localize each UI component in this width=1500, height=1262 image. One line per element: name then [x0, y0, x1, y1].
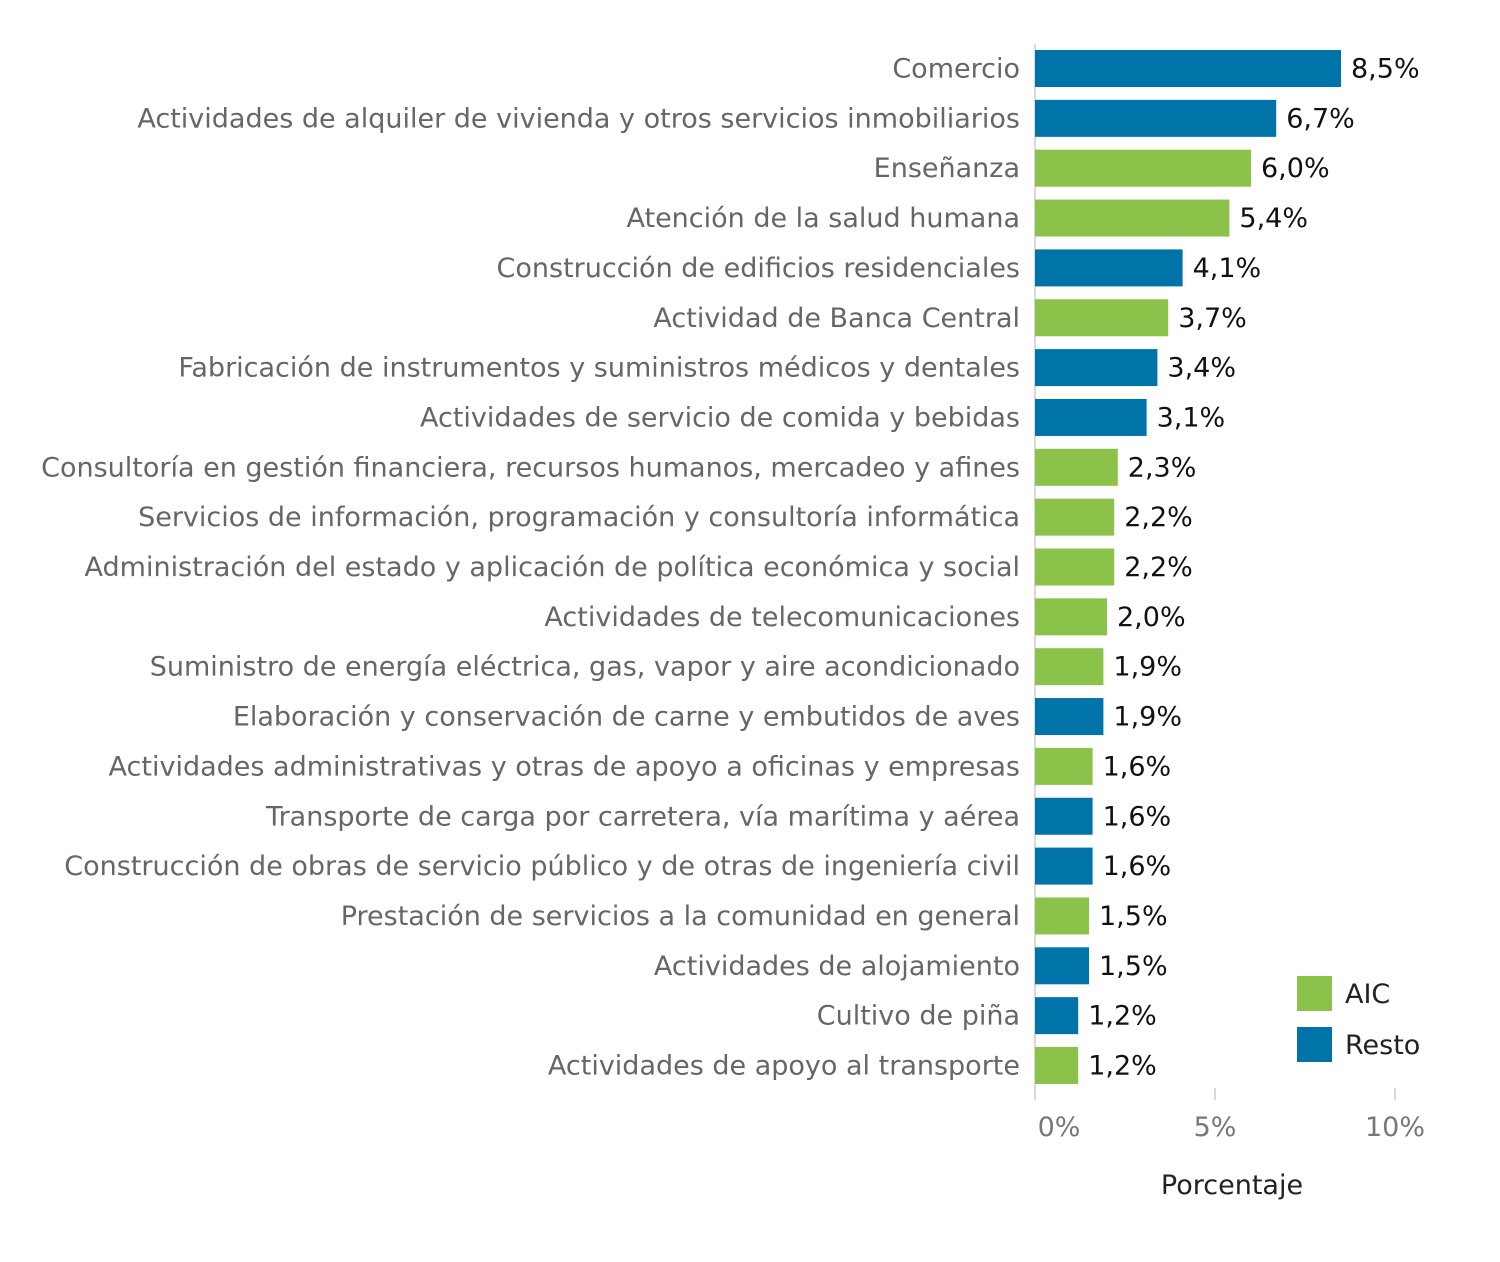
bar-aic — [1035, 448, 1118, 486]
category-label: Construcción de edificios residenciales — [497, 253, 1020, 284]
bar-resto — [1035, 947, 1089, 985]
value-label: 1,6% — [1103, 851, 1172, 882]
legend-label-resto: Resto — [1345, 1030, 1420, 1061]
legend: AIC Resto — [1297, 976, 1420, 1062]
category-label: Elaboración y conservación de carne y em… — [233, 702, 1020, 733]
value-label: 2,2% — [1124, 552, 1193, 583]
value-label: 8,5% — [1351, 54, 1420, 85]
value-label: 1,2% — [1088, 1051, 1157, 1082]
category-label: Enseñanza — [874, 153, 1020, 184]
category-label: Actividad de Banca Central — [653, 303, 1020, 334]
value-label: 6,0% — [1261, 153, 1330, 184]
x-tick-label: 0% — [1038, 1112, 1081, 1143]
value-label: 1,6% — [1103, 751, 1172, 782]
bar-aic — [1035, 747, 1093, 785]
value-label: 1,2% — [1088, 1001, 1157, 1032]
value-label: 1,5% — [1099, 951, 1168, 982]
category-label: Comercio — [892, 54, 1020, 85]
category-label: Fabricación de instrumentos y suministro… — [178, 353, 1020, 384]
category-label: Consultoría en gestión financiera, recur… — [41, 452, 1020, 483]
value-label: 2,0% — [1117, 602, 1186, 633]
x-axis: 0% 5% 10% — [1034, 1088, 1425, 1143]
legend-swatch-aic — [1297, 976, 1332, 1011]
bar-aic — [1035, 548, 1115, 586]
category-label: Actividades de alquiler de vivienda y ot… — [137, 103, 1020, 134]
x-axis-title: Porcentaje — [1161, 1170, 1303, 1201]
bar-aic — [1035, 897, 1089, 935]
category-label: Actividades de alojamiento — [654, 951, 1020, 982]
bar-resto — [1035, 349, 1158, 387]
bar-aic — [1035, 199, 1230, 237]
category-label: Servicios de información, programación y… — [138, 502, 1020, 533]
category-label: Prestación de servicios a la comunidad e… — [341, 901, 1020, 932]
category-label: Atención de la salud humana — [626, 203, 1020, 234]
bar-resto — [1035, 847, 1093, 885]
value-label: 5,4% — [1239, 203, 1308, 234]
bar-resto — [1035, 997, 1079, 1035]
legend-swatch-resto — [1297, 1027, 1332, 1062]
bar-aic — [1035, 598, 1107, 636]
category-label: Administración del estado y aplicación d… — [85, 552, 1020, 583]
value-label: 1,5% — [1099, 901, 1168, 932]
bar-aic — [1035, 1047, 1079, 1084]
category-label: Actividades de apoyo al transporte — [548, 1051, 1020, 1082]
bar-resto — [1035, 99, 1277, 137]
value-label: 4,1% — [1193, 253, 1262, 284]
value-label: 2,3% — [1128, 452, 1197, 483]
bar-resto — [1035, 249, 1183, 287]
category-label: Suministro de energía eléctrica, gas, va… — [150, 652, 1020, 683]
category-label: Actividades de servicio de comida y bebi… — [420, 402, 1020, 433]
bar-resto — [1035, 50, 1341, 87]
category-label: Construcción de obras de servicio públic… — [64, 851, 1020, 882]
bar-aic — [1035, 149, 1251, 187]
value-label: 3,4% — [1167, 353, 1236, 384]
legend-label-aic: AIC — [1345, 979, 1390, 1010]
value-label: 3,7% — [1178, 303, 1247, 334]
value-label: 2,2% — [1124, 502, 1193, 533]
value-label: 6,7% — [1286, 103, 1355, 134]
bar-aic — [1035, 648, 1104, 686]
bar-resto — [1035, 797, 1093, 835]
category-label: Transporte de carga por carretera, vía m… — [265, 801, 1020, 832]
value-label: 1,9% — [1113, 652, 1182, 683]
bars-group: Comercio 8,5% Actividades de alquiler de v… — [41, 50, 1420, 1084]
bar-resto — [1035, 398, 1147, 436]
value-label: 3,1% — [1157, 402, 1226, 433]
bar-aic — [1035, 299, 1169, 337]
x-tick-label: 5% — [1194, 1112, 1237, 1143]
bar-aic — [1035, 498, 1115, 536]
category-label: Actividades de telecomunicaciones — [544, 602, 1020, 633]
value-label: 1,6% — [1103, 801, 1172, 832]
category-label: Actividades administrativas y otras de a… — [109, 751, 1020, 782]
x-tick-label: 10% — [1365, 1112, 1425, 1143]
value-label: 1,9% — [1113, 702, 1182, 733]
bar-resto — [1035, 698, 1104, 736]
category-label: Cultivo de piña — [817, 1001, 1020, 1032]
